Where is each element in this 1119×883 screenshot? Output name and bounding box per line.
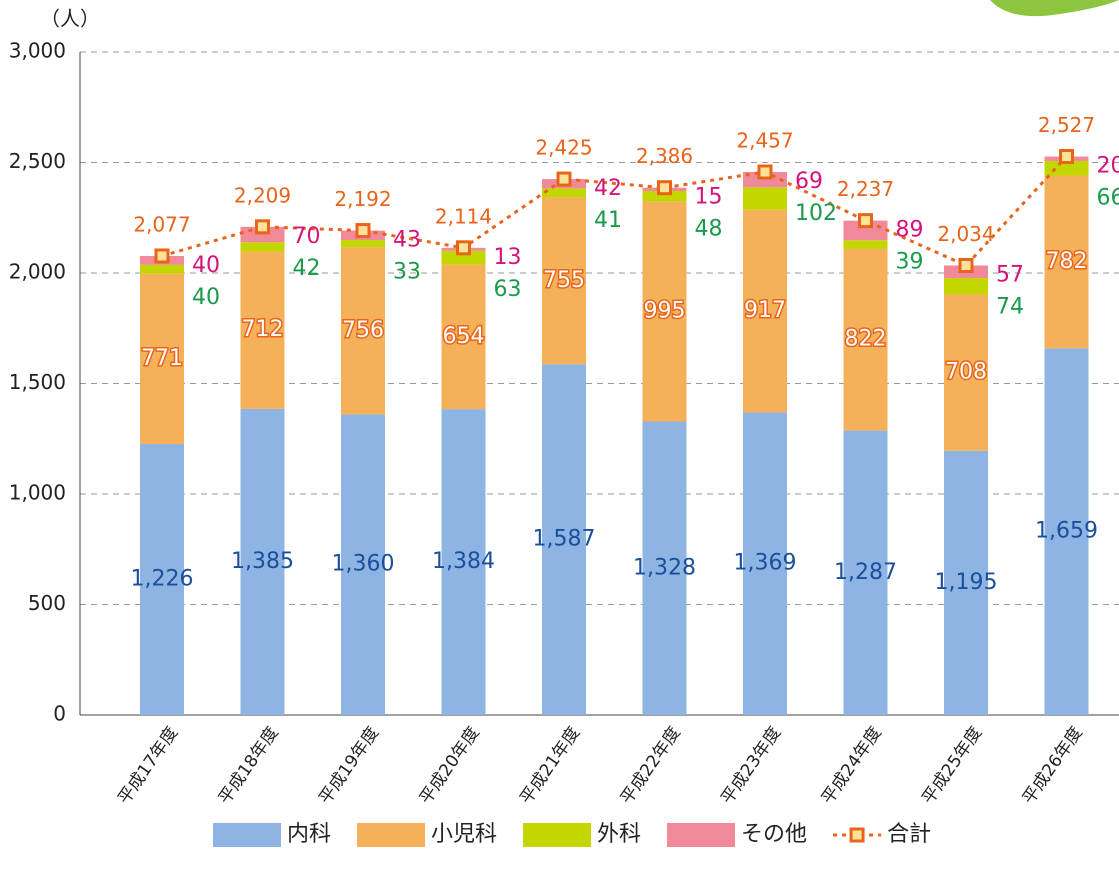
y-tick-label: 1,500 — [9, 370, 66, 394]
total-label: 2,209 — [234, 183, 291, 207]
data-label: 1,659 — [1035, 519, 1098, 544]
y-tick-label: 3,000 — [9, 39, 66, 63]
data-label: 41 — [594, 208, 622, 233]
data-label: 1,385 — [231, 549, 294, 574]
x-tick-label: 平成26年度 — [1019, 723, 1087, 808]
data-label: 33 — [393, 260, 421, 285]
bar-segment — [140, 265, 184, 274]
total-marker — [458, 242, 470, 254]
y-tick-label: 0 — [53, 702, 66, 726]
total-marker — [1061, 151, 1073, 163]
data-label: 39 — [896, 250, 924, 275]
data-label: 66 — [1097, 186, 1119, 211]
data-label: 917 — [744, 298, 786, 323]
bar-segment — [542, 188, 586, 197]
data-label: 20 — [1097, 154, 1119, 179]
total-label: 2,425 — [535, 136, 592, 160]
legend-swatch — [213, 823, 281, 847]
total-label: 2,114 — [435, 204, 492, 228]
data-label: 70 — [293, 224, 321, 249]
legend-swatch — [523, 823, 591, 847]
total-marker — [156, 250, 168, 262]
data-label: 42 — [594, 176, 622, 201]
total-marker — [659, 182, 671, 194]
data-label: 1,369 — [734, 551, 797, 576]
data-label: 1,287 — [834, 560, 897, 585]
data-label: 712 — [242, 317, 284, 342]
page: （人） 05001,0001,5002,0002,5003,000平成17年度平… — [0, 0, 1119, 883]
data-label: 1,195 — [935, 570, 998, 595]
data-label: 708 — [945, 360, 987, 385]
x-tick-label: 平成21年度 — [516, 723, 584, 808]
legend-swatch — [667, 823, 735, 847]
total-marker — [860, 215, 872, 227]
y-tick-label: 2,000 — [9, 260, 66, 284]
legend-label: 合計 — [887, 822, 931, 847]
data-label: 1,328 — [633, 555, 696, 580]
data-label: 782 — [1046, 249, 1088, 274]
total-label: 2,237 — [837, 177, 894, 201]
x-tick-label: 平成17年度 — [114, 723, 182, 808]
y-tick-label: 500 — [28, 591, 66, 615]
data-label: 69 — [795, 169, 823, 194]
bar-segment — [844, 240, 888, 249]
data-label: 43 — [393, 228, 421, 253]
data-label: 74 — [996, 294, 1024, 319]
total-marker — [960, 259, 972, 271]
x-tick-label: 平成20年度 — [416, 723, 484, 808]
total-label: 2,192 — [334, 187, 391, 211]
x-tick-label: 平成19年度 — [315, 723, 383, 808]
data-label: 1,360 — [332, 552, 395, 577]
total-marker — [257, 221, 269, 233]
data-label: 654 — [443, 324, 485, 349]
legend-label: 内科 — [287, 822, 331, 847]
bar-segment — [743, 187, 787, 210]
legend-marker — [851, 829, 863, 841]
legend-swatch — [357, 823, 425, 847]
chart: （人） 05001,0001,5002,0002,5003,000平成17年度平… — [0, 0, 1119, 883]
legend: 内科 小児科 外科 その他 合計 — [213, 822, 931, 847]
data-label: 822 — [845, 327, 887, 352]
bar-segment — [241, 242, 285, 251]
x-tick-label: 平成25年度 — [918, 723, 986, 808]
y-tick-label: 1,000 — [9, 481, 66, 505]
x-tick-label: 平成18年度 — [215, 723, 283, 808]
data-label: 48 — [695, 217, 723, 242]
legend-label: 外科 — [597, 822, 641, 847]
x-tick-label: 平成23年度 — [717, 723, 785, 808]
data-label: 1,384 — [432, 549, 495, 574]
data-label: 89 — [896, 218, 924, 243]
data-label: 771 — [141, 346, 183, 371]
total-label: 2,386 — [636, 144, 693, 168]
x-tick-label: 平成22年度 — [617, 723, 685, 808]
data-label: 63 — [494, 277, 522, 302]
data-label: 13 — [494, 245, 522, 270]
legend-label: 小児科 — [431, 822, 497, 847]
data-label: 756 — [342, 318, 384, 343]
legend-label: その他 — [741, 822, 807, 847]
data-label: 40 — [192, 253, 220, 278]
total-marker — [357, 225, 369, 237]
data-label: 15 — [695, 185, 723, 210]
bar-segment — [341, 240, 385, 247]
x-tick-label: 平成24年度 — [818, 723, 886, 808]
data-label: 102 — [795, 201, 837, 226]
data-label: 57 — [996, 262, 1024, 287]
data-label: 42 — [293, 256, 321, 281]
y-unit: （人） — [40, 7, 100, 31]
data-label: 1,587 — [533, 527, 596, 552]
data-label: 40 — [192, 285, 220, 310]
data-label: 755 — [543, 268, 585, 293]
data-label: 995 — [644, 299, 686, 324]
total-label: 2,527 — [1038, 113, 1095, 137]
bar-segment — [944, 278, 988, 294]
total-label: 2,077 — [133, 212, 190, 236]
total-marker — [558, 173, 570, 185]
total-label: 2,457 — [736, 129, 793, 153]
decoration-leaf — [990, 0, 1119, 16]
y-tick-label: 2,500 — [9, 149, 66, 173]
total-marker — [759, 166, 771, 178]
data-label: 1,226 — [131, 567, 194, 592]
total-label: 2,034 — [937, 222, 994, 246]
